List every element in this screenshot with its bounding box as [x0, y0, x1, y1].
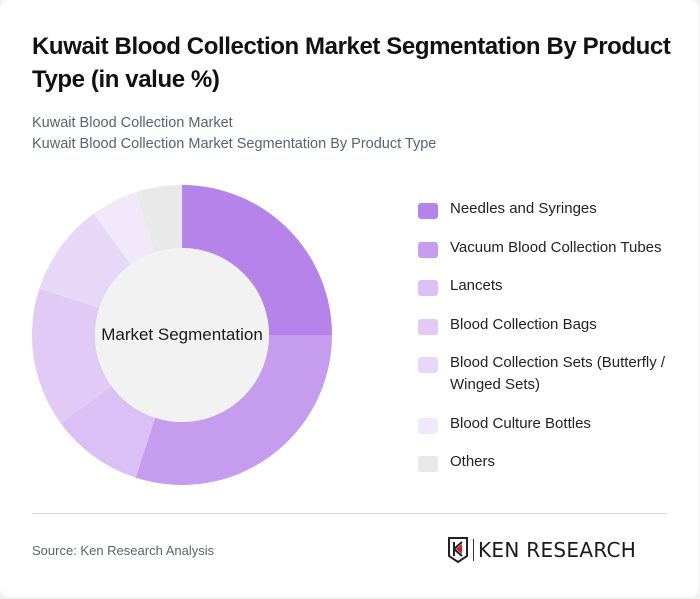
chart-title: Kuwait Blood Collection Market Segmentat… [32, 33, 671, 93]
donut-segment[interactable] [135, 185, 182, 253]
legend-item-vacuum-tubes[interactable]: Vacuum Blood Collection Tubes [418, 237, 678, 259]
donut-segment[interactable] [182, 185, 332, 335]
legend-item-lancets[interactable]: Lancets [418, 275, 678, 297]
donut-hole [95, 248, 269, 422]
legend-swatch-icon [418, 203, 438, 219]
legend-label: Others [450, 453, 496, 470]
donut-svg [32, 185, 332, 485]
legend-label: Lancets [450, 277, 503, 294]
donut-segment[interactable] [60, 386, 156, 478]
legend-item-collection-bags[interactable]: Blood Collection Bags [418, 314, 678, 336]
donut-segment[interactable] [32, 288, 112, 424]
legend-swatch-icon [418, 241, 438, 258]
legend-label: Blood Collection Sets (Butterfly / Winge… [450, 354, 666, 393]
donut-center-label: Market Segmentation [101, 325, 263, 344]
logo-separator [473, 539, 474, 561]
legend-label: Blood Collection Bags [450, 315, 597, 333]
legend-item-culture-bottles[interactable]: Blood Culture Bottles [418, 413, 678, 435]
legend-swatch-icon [418, 417, 438, 434]
legend-swatch-icon [418, 280, 438, 296]
subtitle-market: Kuwait Blood Collection Market [32, 115, 233, 131]
legend-label: Needles and Syringes [450, 200, 597, 217]
legend-item-collection-sets[interactable]: Blood Collection Sets (Butterfly / Winge… [418, 352, 678, 396]
ken-research-shield-icon [448, 537, 468, 563]
logo-text: KEN RESEARCH [478, 538, 637, 562]
donut-segment[interactable] [39, 213, 131, 309]
legend-swatch-icon [418, 357, 438, 373]
donut-segment[interactable] [93, 192, 156, 265]
subtitle-segmentation: Kuwait Blood Collection Market Segmentat… [32, 136, 437, 152]
donut-segment[interactable] [135, 335, 332, 485]
legend-swatch-icon [418, 456, 438, 472]
legend: Needles and Syringes Vacuum Blood Collec… [418, 198, 678, 490]
chart-subtitle: Kuwait Blood Collection Market Kuwait Bl… [32, 113, 436, 155]
legend-swatch-icon [418, 318, 438, 335]
footer-divider [32, 513, 667, 514]
legend-label: Blood Culture Bottles [450, 414, 591, 432]
legend-item-others[interactable]: Others [418, 451, 678, 473]
donut-chart: Market Segmentation [32, 185, 332, 485]
legend-label: Vacuum Blood Collection Tubes [450, 238, 662, 256]
source-note: Source: Ken Research Analysis [32, 543, 215, 558]
legend-item-needles-syringes[interactable]: Needles and Syringes [418, 198, 678, 220]
ken-research-logo: KEN RESEARCH [447, 537, 636, 563]
